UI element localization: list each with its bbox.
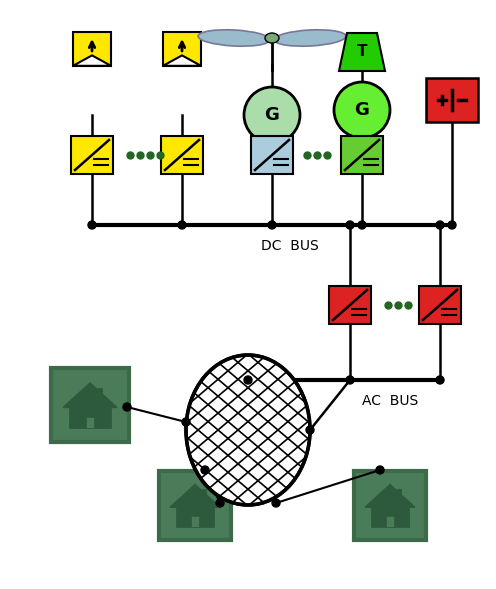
Circle shape xyxy=(244,376,252,384)
Circle shape xyxy=(272,499,280,507)
Circle shape xyxy=(376,466,384,474)
Text: DC  BUS: DC BUS xyxy=(261,239,319,253)
Polygon shape xyxy=(339,33,385,71)
Text: G: G xyxy=(355,101,370,119)
Circle shape xyxy=(306,426,314,434)
Text: AC  BUS: AC BUS xyxy=(362,394,418,408)
FancyBboxPatch shape xyxy=(86,417,94,428)
Circle shape xyxy=(436,376,444,384)
FancyBboxPatch shape xyxy=(191,517,199,527)
Circle shape xyxy=(346,376,354,384)
Ellipse shape xyxy=(186,355,310,505)
Circle shape xyxy=(182,418,190,426)
Circle shape xyxy=(346,221,354,229)
FancyBboxPatch shape xyxy=(71,136,113,174)
FancyBboxPatch shape xyxy=(341,136,383,174)
Circle shape xyxy=(334,82,390,138)
FancyBboxPatch shape xyxy=(371,507,409,527)
Polygon shape xyxy=(170,485,220,507)
FancyBboxPatch shape xyxy=(163,32,201,66)
Polygon shape xyxy=(365,485,415,507)
FancyBboxPatch shape xyxy=(386,517,394,527)
Circle shape xyxy=(448,221,456,229)
Circle shape xyxy=(178,221,186,229)
Polygon shape xyxy=(163,55,201,66)
FancyBboxPatch shape xyxy=(202,489,206,497)
Polygon shape xyxy=(73,55,111,66)
Polygon shape xyxy=(63,383,117,408)
Circle shape xyxy=(268,221,276,229)
Text: T: T xyxy=(357,45,367,59)
FancyBboxPatch shape xyxy=(176,507,214,527)
FancyBboxPatch shape xyxy=(251,136,293,174)
Circle shape xyxy=(436,221,444,229)
FancyBboxPatch shape xyxy=(419,286,461,324)
Circle shape xyxy=(201,466,209,474)
Text: G: G xyxy=(264,106,279,124)
FancyBboxPatch shape xyxy=(354,471,426,540)
FancyBboxPatch shape xyxy=(73,32,111,66)
Ellipse shape xyxy=(198,30,270,46)
FancyBboxPatch shape xyxy=(97,388,102,396)
Circle shape xyxy=(244,87,300,143)
FancyBboxPatch shape xyxy=(426,78,478,122)
Circle shape xyxy=(88,221,96,229)
FancyBboxPatch shape xyxy=(161,136,203,174)
FancyBboxPatch shape xyxy=(329,286,371,324)
FancyBboxPatch shape xyxy=(69,408,111,428)
Circle shape xyxy=(216,499,224,507)
Ellipse shape xyxy=(274,30,346,46)
Ellipse shape xyxy=(265,33,279,43)
Circle shape xyxy=(123,403,131,411)
FancyBboxPatch shape xyxy=(159,471,231,540)
Circle shape xyxy=(358,221,366,229)
FancyBboxPatch shape xyxy=(397,489,401,497)
FancyBboxPatch shape xyxy=(51,368,129,442)
